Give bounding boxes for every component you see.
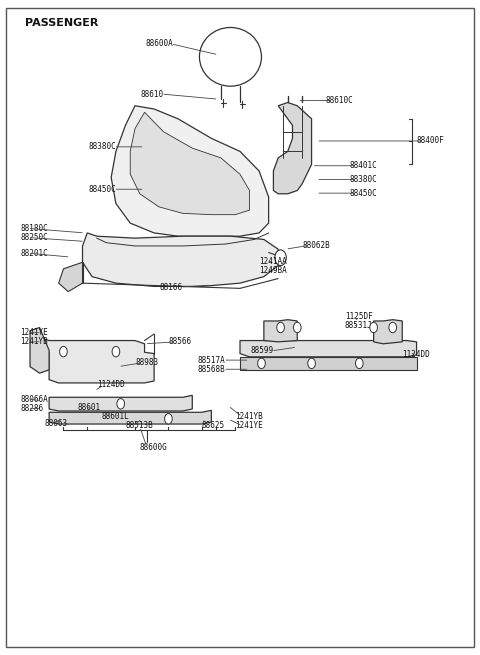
Text: 1124DD: 1124DD: [97, 381, 125, 389]
Text: 88568B: 88568B: [198, 365, 226, 374]
Text: 88201C: 88201C: [21, 249, 48, 257]
Text: 88601L: 88601L: [102, 412, 129, 421]
Circle shape: [165, 413, 172, 424]
Polygon shape: [111, 105, 269, 236]
Circle shape: [389, 322, 396, 333]
Text: 1125DF: 1125DF: [345, 312, 373, 321]
Polygon shape: [240, 341, 417, 357]
Polygon shape: [240, 357, 417, 370]
Text: 1249BA: 1249BA: [259, 266, 287, 274]
Polygon shape: [49, 396, 192, 411]
Circle shape: [370, 322, 377, 333]
Text: 88610: 88610: [141, 90, 164, 98]
Text: 88180C: 88180C: [21, 224, 48, 233]
Text: 88983: 88983: [135, 358, 158, 367]
Polygon shape: [264, 320, 297, 342]
Text: 88599: 88599: [250, 346, 274, 356]
Polygon shape: [30, 328, 49, 373]
Text: 1241YB: 1241YB: [235, 413, 263, 421]
Circle shape: [356, 358, 363, 369]
Text: 1241YE: 1241YE: [235, 421, 263, 430]
Text: 88531J: 88531J: [345, 321, 373, 330]
Polygon shape: [39, 337, 154, 383]
Text: 88066A: 88066A: [21, 395, 48, 403]
Text: 88380C: 88380C: [88, 142, 116, 151]
Polygon shape: [373, 320, 402, 344]
Polygon shape: [83, 233, 278, 286]
Text: 88513B: 88513B: [125, 421, 153, 430]
Text: 88601: 88601: [78, 403, 101, 411]
Text: 1241YE: 1241YE: [21, 328, 48, 337]
Circle shape: [117, 399, 124, 409]
Circle shape: [60, 346, 67, 357]
Text: 88566: 88566: [168, 337, 192, 346]
Text: PASSENGER: PASSENGER: [25, 18, 98, 28]
Text: 88380C: 88380C: [350, 175, 377, 184]
Text: 88286: 88286: [21, 404, 44, 413]
Text: 88450C: 88450C: [350, 189, 377, 198]
Text: 88625: 88625: [202, 421, 225, 430]
Circle shape: [308, 358, 315, 369]
Text: 88166: 88166: [160, 282, 183, 291]
Text: 88250C: 88250C: [21, 233, 48, 242]
Text: 88600G: 88600G: [140, 443, 168, 452]
Text: 88401C: 88401C: [350, 161, 377, 170]
Text: 88610C: 88610C: [326, 96, 354, 105]
Text: 1241YB: 1241YB: [21, 337, 48, 346]
Text: 1124DD: 1124DD: [402, 350, 430, 360]
Circle shape: [275, 250, 286, 265]
Circle shape: [258, 358, 265, 369]
Ellipse shape: [199, 28, 262, 86]
Polygon shape: [130, 112, 250, 215]
Circle shape: [293, 322, 301, 333]
Text: 88450C: 88450C: [88, 185, 116, 194]
Circle shape: [112, 346, 120, 357]
Text: 1241AA: 1241AA: [259, 257, 287, 266]
Text: 88063: 88063: [44, 419, 68, 428]
Text: 88517A: 88517A: [198, 356, 226, 365]
Polygon shape: [49, 410, 211, 424]
Text: 88062B: 88062B: [302, 241, 330, 250]
Polygon shape: [274, 102, 312, 194]
Text: 88400F: 88400F: [417, 136, 444, 145]
Polygon shape: [59, 262, 83, 291]
Text: 88600A: 88600A: [145, 39, 173, 48]
Circle shape: [277, 322, 284, 333]
